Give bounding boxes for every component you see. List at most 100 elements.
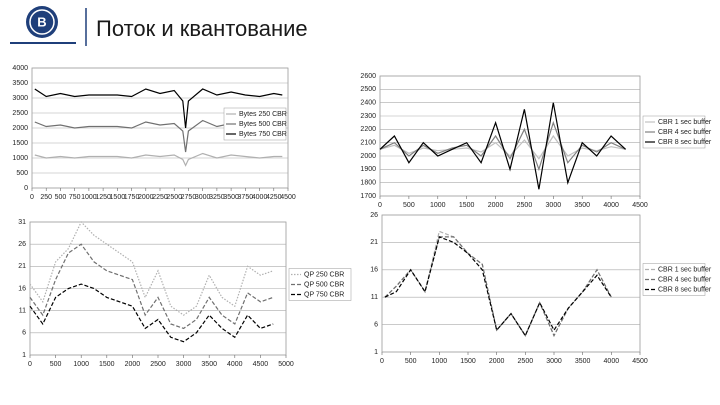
x-tick-label: 2000 xyxy=(489,358,505,365)
chart: 1700 1800 1900 2000 2100 2200 2300 2400 2500 2600… xyxy=(360,73,711,209)
legend-label: Bytes 500 CBR xyxy=(239,121,287,128)
x-tick-label: 1000 xyxy=(81,194,97,201)
y-tick-label: 500 xyxy=(16,170,28,177)
y-tick-label: 3500 xyxy=(12,80,28,87)
x-tick-label: 500 xyxy=(405,358,417,365)
logo: B xyxy=(10,6,76,44)
x-tick-label: 2750 xyxy=(181,194,197,201)
legend-label: QP 750 CBR xyxy=(304,291,344,298)
x-tick-label: 250 xyxy=(40,194,52,201)
x-tick-label: 500 xyxy=(55,194,67,201)
y-tick-label: 1800 xyxy=(360,180,376,187)
x-tick-label: 3000 xyxy=(176,361,192,368)
x-tick-label: 500 xyxy=(50,361,62,368)
x-tick-label: 3000 xyxy=(195,194,211,201)
x-tick-label: 1500 xyxy=(459,202,475,209)
x-tick-label: 4500 xyxy=(253,361,269,368)
y-tick-label: 11 xyxy=(371,294,378,301)
y-tick-label: 26 xyxy=(370,212,378,219)
legend-label: CBR 4 sec buffer xyxy=(658,129,712,136)
y-tick-label: 2600 xyxy=(360,73,376,80)
x-tick-label: 1500 xyxy=(110,194,126,201)
x-tick-label: 3750 xyxy=(238,194,254,201)
x-tick-label: 3250 xyxy=(209,194,225,201)
x-tick-label: 2500 xyxy=(166,194,182,201)
x-tick-label: 4500 xyxy=(632,358,648,365)
y-tick-label: 1900 xyxy=(360,166,376,173)
x-tick-label: 1000 xyxy=(430,202,446,209)
slide-title: Поток и квантование xyxy=(96,16,308,41)
legend-label: QP 250 CBR xyxy=(304,271,344,278)
x-tick-label: 2500 xyxy=(518,358,534,365)
x-tick-label: 4250 xyxy=(266,194,282,201)
y-tick-label: 3000 xyxy=(12,95,28,102)
legend-label: CBR 4 sec buffer xyxy=(658,276,712,283)
x-tick-label: 2500 xyxy=(517,202,533,209)
x-tick-label: 2250 xyxy=(152,194,168,201)
y-tick-label: 6 xyxy=(374,321,378,328)
y-tick-label: 16 xyxy=(18,285,26,292)
x-tick-label: 4000 xyxy=(604,358,620,365)
y-tick-label: 2000 xyxy=(12,125,28,132)
y-tick-label: 31 xyxy=(18,219,26,226)
legend-label: CBR 1 sec buffer xyxy=(658,119,712,126)
x-tick-label: 1000 xyxy=(432,358,448,365)
legend-label: CBR 1 sec buffer xyxy=(658,266,712,273)
y-tick-label: 1 xyxy=(22,352,26,359)
y-tick-label: 11 xyxy=(19,308,26,315)
x-tick-label: 1750 xyxy=(124,194,140,201)
x-tick-label: 3000 xyxy=(546,202,562,209)
y-tick-label: 1700 xyxy=(360,193,376,200)
y-tick-label: 2000 xyxy=(360,153,376,160)
x-tick-label: 4000 xyxy=(252,194,268,201)
y-tick-label: 16 xyxy=(370,267,378,274)
x-tick-label: 750 xyxy=(69,194,81,201)
series-line xyxy=(29,243,274,330)
legend-label: Bytes 250 CBR xyxy=(239,111,287,118)
y-tick-label: 0 xyxy=(24,185,28,192)
y-tick-label: 21 xyxy=(18,263,26,270)
y-tick-label: 2400 xyxy=(360,100,376,107)
x-tick-label: 4000 xyxy=(603,202,619,209)
x-tick-label: 0 xyxy=(380,358,384,365)
x-tick-label: 3000 xyxy=(546,358,562,365)
series-line xyxy=(379,102,627,190)
x-tick-label: 4000 xyxy=(227,361,243,368)
series-line xyxy=(384,236,612,337)
plot-area xyxy=(379,75,641,197)
y-tick-label: 1500 xyxy=(12,140,28,147)
x-tick-label: 1250 xyxy=(95,194,111,201)
series-line xyxy=(34,88,283,129)
y-tick-label: 1000 xyxy=(12,155,28,162)
x-tick-label: 0 xyxy=(378,202,382,209)
y-tick-label: 1 xyxy=(374,349,378,356)
series-line xyxy=(34,152,283,167)
series-line xyxy=(379,134,626,160)
x-tick-label: 1500 xyxy=(460,358,476,365)
y-tick-label: 2100 xyxy=(360,140,376,147)
x-tick-label: 1000 xyxy=(73,361,89,368)
plot-area xyxy=(381,214,641,353)
y-tick-label: 2200 xyxy=(360,126,376,133)
x-tick-label: 4500 xyxy=(632,202,648,209)
legend-label: QP 500 CBR xyxy=(304,281,344,288)
y-tick-label: 21 xyxy=(370,239,378,246)
x-tick-label: 2000 xyxy=(488,202,504,209)
x-tick-label: 5000 xyxy=(278,361,294,368)
legend-label: CBR 8 sec buffer xyxy=(658,286,712,293)
series-line xyxy=(29,283,274,343)
y-tick-label: 6 xyxy=(22,330,26,337)
legend-label: CBR 8 sec buffer xyxy=(658,139,712,146)
legend-label: Bytes 750 CBR xyxy=(239,131,287,138)
x-tick-label: 0 xyxy=(28,361,32,368)
x-tick-label: 2000 xyxy=(138,194,154,201)
y-tick-label: 26 xyxy=(18,241,26,248)
y-tick-label: 4000 xyxy=(12,65,28,72)
x-tick-label: 2500 xyxy=(150,361,166,368)
x-tick-label: 3500 xyxy=(201,361,217,368)
y-tick-label: 2300 xyxy=(360,113,376,120)
